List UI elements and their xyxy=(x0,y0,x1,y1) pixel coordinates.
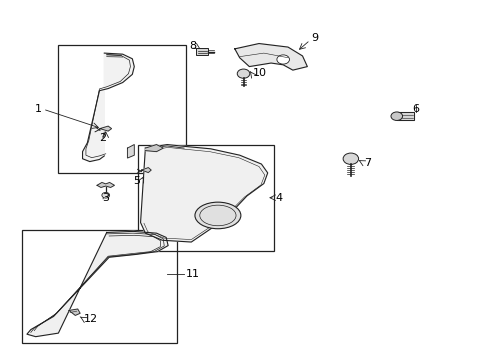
Polygon shape xyxy=(140,145,267,242)
Circle shape xyxy=(237,69,249,78)
Text: 7: 7 xyxy=(363,158,370,168)
Polygon shape xyxy=(141,168,151,172)
Text: 11: 11 xyxy=(185,269,199,279)
Circle shape xyxy=(390,112,402,121)
Circle shape xyxy=(276,55,289,64)
Text: 4: 4 xyxy=(275,193,283,203)
Polygon shape xyxy=(82,53,134,162)
Text: 10: 10 xyxy=(253,68,266,78)
Polygon shape xyxy=(27,231,168,337)
Polygon shape xyxy=(69,309,80,315)
Text: 3: 3 xyxy=(102,193,109,203)
Ellipse shape xyxy=(195,202,241,229)
Polygon shape xyxy=(234,44,307,70)
Text: 5: 5 xyxy=(133,176,140,186)
Bar xyxy=(138,145,273,251)
Bar xyxy=(22,230,177,343)
Circle shape xyxy=(102,192,109,198)
Text: 2: 2 xyxy=(99,133,106,143)
Text: 12: 12 xyxy=(84,314,98,324)
Text: 9: 9 xyxy=(310,33,318,43)
Text: 8: 8 xyxy=(189,41,196,51)
Polygon shape xyxy=(97,183,114,188)
Polygon shape xyxy=(396,112,413,121)
Polygon shape xyxy=(100,126,111,131)
Bar xyxy=(58,45,186,173)
Bar xyxy=(196,48,208,55)
Text: 6: 6 xyxy=(412,104,419,114)
Polygon shape xyxy=(145,145,163,152)
Text: 1: 1 xyxy=(34,104,41,114)
Circle shape xyxy=(343,153,358,165)
Polygon shape xyxy=(127,145,134,158)
